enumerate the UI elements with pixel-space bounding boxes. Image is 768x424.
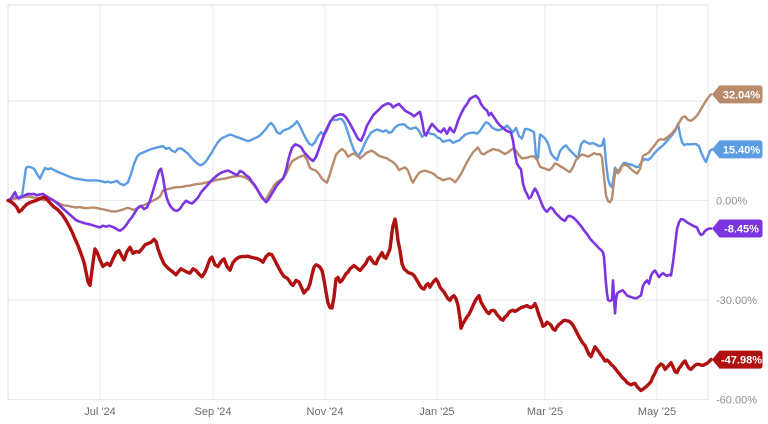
end-badge-shape [712, 350, 763, 369]
x-tick-label: Jan '25 [419, 406, 454, 418]
series-line-red[interactable] [6, 195, 713, 393]
end-badge-label: -8.45% [724, 224, 759, 236]
end-badges: 32.04% 15.40% -8.45% -47.98% [712, 85, 763, 369]
series-lines [6, 93, 714, 393]
y-axis-labels: 0.00% -30.00% -60.00% [716, 196, 757, 407]
end-badge-red: -47.98% [712, 350, 763, 369]
x-tick-label: Jul '24 [84, 406, 115, 418]
end-badge-blue: 15.40% [712, 140, 763, 159]
gridlines [7, 4, 709, 400]
series-line-blue[interactable] [6, 117, 714, 202]
end-badge-purple: -8.45% [712, 219, 763, 238]
end-badge-label: -47.98% [721, 355, 762, 367]
x-tick-label: May '25 [638, 406, 676, 418]
end-badge-tan: 32.04% [712, 85, 763, 104]
series-line-tan[interactable] [6, 93, 713, 213]
x-tick-label: Mar '25 [527, 406, 563, 418]
x-tick-label: Nov '24 [307, 406, 344, 418]
y-tick-label: -30.00% [716, 295, 757, 307]
end-badge-label: 15.40% [723, 144, 761, 156]
end-badge-shape [712, 85, 763, 104]
series-line-purple[interactable] [6, 94, 713, 315]
end-badge-shape [712, 219, 763, 238]
x-axis-labels: Jul '24 Sep '24 Nov '24 Jan '25 Mar '25 May '… [84, 406, 676, 418]
y-tick-label: 0.00% [716, 196, 747, 208]
y-tick-label: -60.00% [716, 395, 757, 407]
x-tick-label: Sep '24 [195, 406, 232, 418]
end-badge-shape [712, 140, 763, 159]
end-badge-label: 32.04% [723, 89, 761, 101]
